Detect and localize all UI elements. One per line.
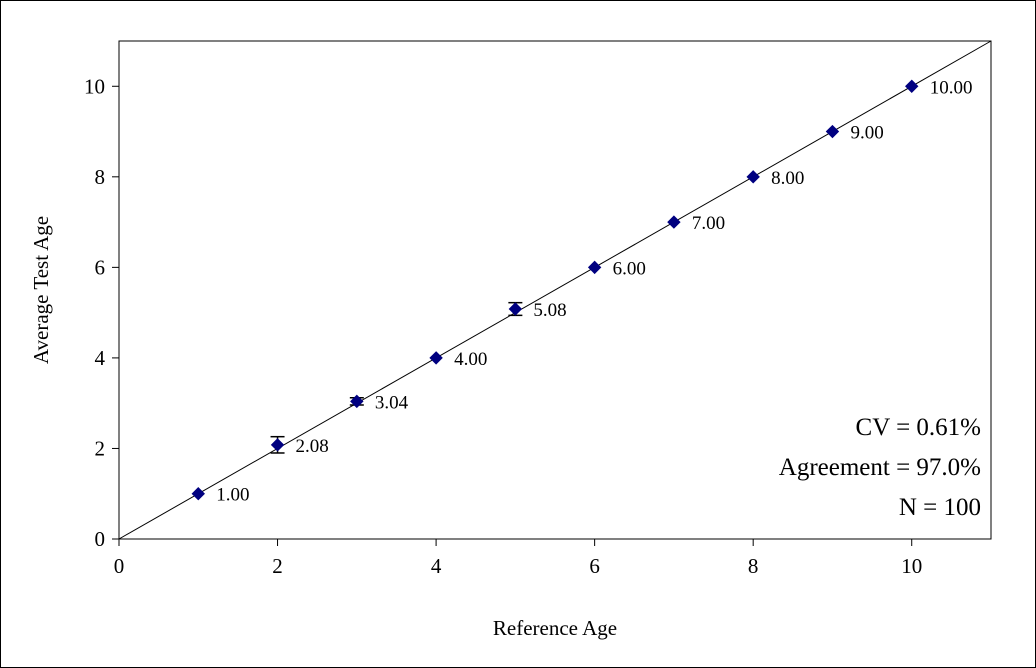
x-axis-ticks: 0 2 4 6 8 10 — [114, 539, 922, 578]
stats-annotation: CV = 0.61% Agreement = 97.0% N = 100 — [779, 414, 981, 521]
data-point — [270, 438, 285, 452]
stats-line: N = 100 — [899, 494, 981, 521]
reference-line-layer — [118, 40, 992, 540]
data-label: 10.00 — [930, 77, 973, 98]
y-tick-label: 10 — [84, 74, 105, 98]
data-label: 1.00 — [216, 485, 249, 506]
y-tick-label: 8 — [95, 165, 106, 189]
x-tick-label: 2 — [272, 554, 283, 578]
data-point — [667, 215, 681, 229]
x-tick-label: 10 — [901, 554, 922, 578]
data-label: 9.00 — [850, 123, 883, 144]
data-label: 6.00 — [613, 258, 646, 279]
y-tick-label: 0 — [95, 527, 106, 551]
data-labels-layer: 1.00 2.08 3.04 4.00 5.08 6.00 7.00 8.00 9.00 10.0… — [216, 77, 972, 505]
reference-line — [118, 40, 992, 540]
data-point — [429, 351, 443, 365]
data-point — [191, 487, 205, 501]
data-point — [825, 124, 840, 139]
data-label: 5.08 — [533, 300, 566, 321]
stats-line: Agreement = 97.0% — [779, 454, 981, 481]
x-tick-label: 0 — [114, 554, 125, 578]
y-tick-label: 4 — [95, 346, 106, 370]
y-axis-ticks: 0 2 4 6 8 10 — [84, 74, 119, 551]
data-label: 3.04 — [375, 392, 409, 413]
data-label: 4.00 — [454, 349, 487, 370]
data-label: 8.00 — [771, 168, 804, 189]
data-label: 2.08 — [296, 436, 329, 457]
x-tick-label: 4 — [431, 554, 442, 578]
data-point — [350, 394, 364, 409]
data-point — [746, 170, 760, 184]
y-tick-label: 6 — [95, 255, 106, 279]
stats-line: CV = 0.61% — [856, 414, 981, 441]
data-label: 7.00 — [692, 213, 725, 234]
y-axis-title: Average Test Age — [29, 216, 53, 364]
x-tick-label: 8 — [748, 554, 759, 578]
data-point — [905, 79, 919, 93]
x-axis-title: Reference Age — [493, 616, 617, 640]
data-point — [587, 260, 602, 275]
x-tick-label: 6 — [589, 554, 600, 578]
data-point — [508, 302, 523, 316]
y-tick-label: 2 — [95, 436, 106, 460]
data-points-layer — [191, 79, 919, 501]
